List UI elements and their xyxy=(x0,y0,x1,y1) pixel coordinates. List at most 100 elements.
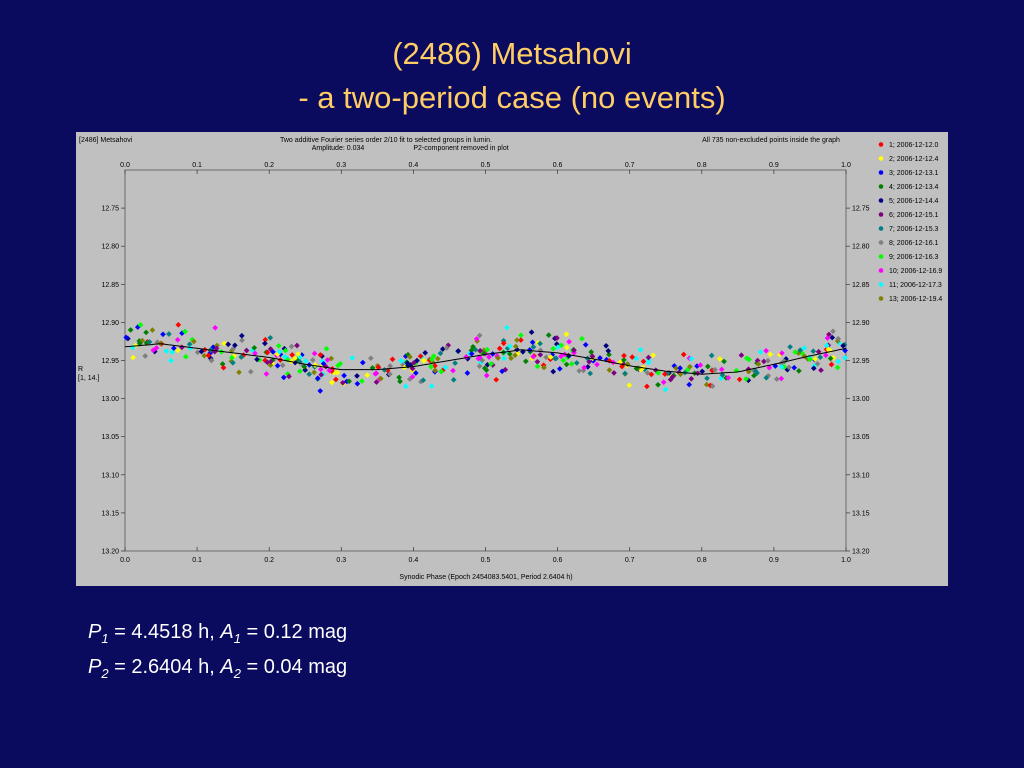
data-point xyxy=(389,356,396,363)
x-tick-label-bottom: 0.5 xyxy=(481,557,491,564)
chart-object-label: [2486] Metsahovi xyxy=(79,137,133,144)
data-point xyxy=(450,367,456,374)
data-point xyxy=(213,345,220,352)
chart-points-note: All 735 non-excluded points inside the g… xyxy=(702,137,840,144)
data-point xyxy=(276,348,283,355)
data-point xyxy=(417,353,424,360)
x-tick-label-bottom: 1.0 xyxy=(841,557,851,564)
data-point xyxy=(163,348,170,354)
slide-title-line1: (2486) Metsahovi xyxy=(392,36,632,71)
data-point xyxy=(687,363,693,370)
data-point xyxy=(629,354,636,360)
data-point xyxy=(496,345,503,352)
chart-legend: 1; 2006-12-12.0 2; 2006-12-12.4 3; 2006-12… xyxy=(878,142,942,303)
data-point xyxy=(291,355,298,362)
data-point xyxy=(443,345,450,351)
data-point xyxy=(295,351,302,357)
data-point xyxy=(765,357,771,364)
data-point xyxy=(432,367,438,374)
data-point xyxy=(160,331,166,338)
data-point xyxy=(704,363,711,370)
data-point xyxy=(373,370,380,377)
data-point xyxy=(422,349,429,356)
data-point xyxy=(582,341,589,348)
data-point xyxy=(484,346,491,353)
data-point xyxy=(827,355,834,362)
data-point xyxy=(589,353,596,360)
data-point xyxy=(220,364,227,371)
data-point xyxy=(373,379,380,385)
p2-subscript: 2 xyxy=(101,666,109,681)
data-point xyxy=(716,356,723,362)
data-point xyxy=(541,364,547,371)
data-point xyxy=(792,349,799,355)
data-point xyxy=(263,371,270,377)
data-point xyxy=(359,359,366,366)
p2-value: = 2.6404 h, xyxy=(108,656,221,678)
data-point xyxy=(662,371,668,377)
data-point xyxy=(622,370,628,377)
data-point xyxy=(840,342,846,349)
data-point xyxy=(767,351,774,358)
data-point xyxy=(529,339,536,346)
data-point xyxy=(830,328,836,335)
data-point xyxy=(645,354,652,361)
data-point xyxy=(127,327,134,333)
data-point xyxy=(274,362,281,369)
y-tick-label-right: 13.10 xyxy=(852,472,870,479)
data-point xyxy=(404,360,411,367)
data-point xyxy=(512,352,518,359)
data-point xyxy=(396,374,402,381)
data-point xyxy=(262,336,269,343)
slide-title: (2486) Metsahovi - a two-period case (no… xyxy=(0,32,1024,120)
data-point xyxy=(317,352,324,358)
data-point xyxy=(677,365,683,371)
data-point xyxy=(534,358,541,365)
data-point xyxy=(555,344,561,351)
data-point xyxy=(468,347,475,354)
data-point xyxy=(537,340,543,347)
data-point xyxy=(828,361,835,368)
data-point xyxy=(412,370,419,376)
data-point xyxy=(464,370,471,376)
y-tick-label-right: 13.00 xyxy=(852,396,870,403)
y-tick-label-right: 13.15 xyxy=(852,510,870,517)
data-point xyxy=(354,380,361,387)
data-point xyxy=(301,363,308,370)
data-point xyxy=(251,344,258,351)
data-point xyxy=(346,378,352,385)
data-point xyxy=(545,332,552,338)
data-point xyxy=(796,368,802,374)
data-point xyxy=(493,376,500,383)
data-point xyxy=(571,347,577,354)
data-point xyxy=(594,361,600,368)
data-point xyxy=(262,340,268,347)
y-tick-label-left: 13.20 xyxy=(101,549,119,556)
data-point xyxy=(182,328,188,335)
data-point xyxy=(323,345,330,352)
x-tick-label-bottom: 0.0 xyxy=(120,557,130,564)
chart-points xyxy=(123,321,848,394)
data-point xyxy=(757,349,764,355)
data-point xyxy=(238,332,245,339)
x-tick-label-top: 1.0 xyxy=(841,162,851,169)
data-point xyxy=(437,350,444,357)
data-point xyxy=(428,383,435,389)
data-point xyxy=(708,352,715,359)
data-point xyxy=(146,339,153,345)
data-point xyxy=(556,365,563,372)
data-point xyxy=(688,355,695,362)
a2-value: = 0.04 mag xyxy=(240,656,348,678)
data-point xyxy=(428,356,435,363)
data-point xyxy=(712,366,718,373)
data-point xyxy=(397,378,403,385)
data-point xyxy=(697,362,704,368)
data-point xyxy=(743,355,750,362)
data-point xyxy=(317,388,324,394)
y-tick-label-right: 12.80 xyxy=(852,244,870,251)
data-point xyxy=(208,357,215,364)
data-point xyxy=(205,352,212,359)
data-point xyxy=(778,364,785,370)
data-point xyxy=(402,383,409,390)
data-point xyxy=(324,357,331,363)
